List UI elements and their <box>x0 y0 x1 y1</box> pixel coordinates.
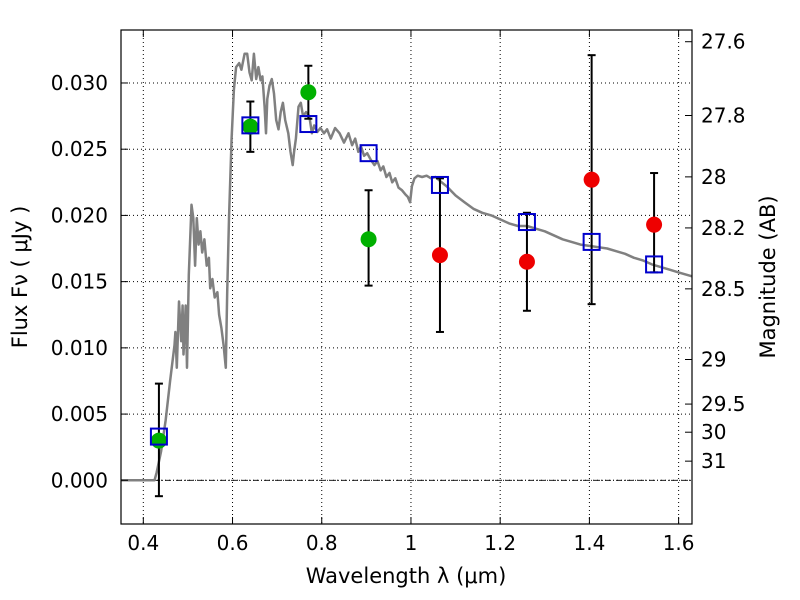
axes <box>120 29 693 525</box>
x-tick-label: 0.8 <box>306 531 338 555</box>
x-tick-label: 1.2 <box>484 531 516 555</box>
model-photometry-square <box>645 255 664 274</box>
observed-nir-point <box>646 216 663 233</box>
y-tick-label: 0.020 <box>51 203 108 227</box>
model-spectrum-line <box>121 52 693 482</box>
model-photometry-square <box>359 144 378 163</box>
error-bars <box>154 54 659 498</box>
grid-lines <box>121 30 692 524</box>
y2-axis-label: Magnitude (AB) <box>756 195 780 358</box>
y-tick-label: 0.025 <box>51 137 108 161</box>
mag-tick-label: 27.6 <box>701 30 746 54</box>
model-photometry-square <box>149 427 168 446</box>
mag-tick-label: 29 <box>701 348 726 372</box>
x-tick-label: 1.6 <box>663 531 695 555</box>
model-spectrum <box>121 52 693 482</box>
model-photometry-square <box>517 213 536 232</box>
y-axis-label: Flux Fν ( μJy ) <box>8 206 32 349</box>
x-tick-label: 1 <box>405 531 418 555</box>
y-tick-label: 0.015 <box>51 270 108 294</box>
model-photometry-square <box>241 116 260 135</box>
x-tick-label: 0.6 <box>217 531 249 555</box>
observed-optical-point <box>300 84 317 101</box>
observed-nir-point <box>583 171 600 188</box>
y-tick-label: 0.030 <box>51 71 108 95</box>
y-tick-label: 0.010 <box>51 336 108 360</box>
mag-tick-label: 27.8 <box>701 104 746 128</box>
x-tick-label: 0.4 <box>127 531 159 555</box>
observed-optical-point <box>242 118 259 135</box>
observed-nir-point <box>431 247 448 264</box>
observed-nir-point <box>518 253 535 270</box>
plot-frame <box>120 29 693 525</box>
mag-tick-label: 30 <box>701 420 726 444</box>
mag-tick-label: 28.5 <box>701 277 746 301</box>
mag-tick-label: 29.5 <box>701 392 746 416</box>
x-axis-label: Wavelength λ (μm) <box>306 564 507 588</box>
y-tick-label: 0.005 <box>51 402 108 426</box>
markers <box>149 84 664 449</box>
model-photometry-square <box>582 232 601 251</box>
mag-tick-label: 31 <box>701 449 726 473</box>
model-photometry-square <box>299 115 318 134</box>
tick-labels: 0.4 0.6 0.8 1 1.2 1.4 1.6 0.000 0.005 0.010 0.015 0… <box>51 30 746 555</box>
x-tick-label: 1.4 <box>573 531 605 555</box>
observed-optical-point <box>150 432 167 449</box>
mag-tick-label: 28.2 <box>701 216 746 240</box>
mag-tick-label: 28 <box>701 165 726 189</box>
observed-optical-point <box>360 231 377 248</box>
model-photometry-square <box>430 175 449 194</box>
y-tick-label: 0.000 <box>51 468 108 492</box>
